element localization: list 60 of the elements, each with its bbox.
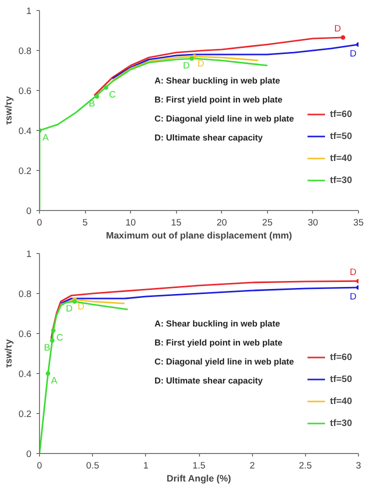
annotation: D [350,267,357,278]
annotation: B: First yield point in web plate [154,94,283,104]
annotation: D [350,292,357,302]
x-tick-label: 0 [36,460,42,470]
annotation: D: Ultimate shear capacity [154,376,263,386]
legend-label: tf=40 [330,153,352,163]
x-tick-label: 2.5 [298,460,312,470]
x-tick-label: 5 [82,218,88,228]
annotation: D [350,48,357,58]
legend-label: tf=60 [330,352,352,362]
annotation: A [51,376,58,386]
x-tick-label: 30 [308,218,318,228]
annotation: D [182,60,190,70]
y-tick-label: 1 [26,249,32,259]
annotation: A: Shear buckling in web plate [154,76,280,86]
annotation: A [42,132,50,142]
x-tick-label: 3 [356,460,362,470]
y-tick-label: 0.2 [18,166,32,176]
annotation: C: Diagonal yield line in web plate [154,114,294,124]
x-tick-label: 1.5 [192,460,206,470]
annotation: C [56,332,64,342]
legend-label: tf=30 [330,175,352,185]
annotation: C [109,90,116,100]
annotation: A: Shear buckling in web plate [154,318,280,328]
x-axis-title: Drift Angle (%) [166,474,232,484]
x-tick-label: 0 [36,218,42,228]
x-tick-label: 2 [250,460,255,470]
y-axis-title: τsw/τy [4,338,14,368]
y-tick-label: 0.8 [18,289,32,299]
x-tick-label: 0.5 [86,460,100,470]
legend-label: tf=30 [330,418,352,428]
y-tick-label: 0 [26,449,32,459]
y-tick-label: 0.4 [18,369,32,379]
x-axis-title: Maximum out of plane displacement (mm) [106,230,292,240]
annotation: B [44,342,50,352]
annotation: C: Diagonal yield line in web plate [154,356,294,366]
y-axis-title: τsw/τy [4,95,14,125]
annotation: D [197,58,204,68]
y-tick-label: 0.2 [18,409,32,419]
y-tick-label: 0.6 [18,329,32,339]
legend-label: tf=50 [330,131,352,141]
x-tick-label: 1 [143,460,148,470]
y-tick-label: 0.6 [18,86,32,96]
y-tick-label: 0.8 [18,46,32,56]
annotation: B: First yield point in web plate [154,338,283,348]
y-tick-label: 1 [26,6,32,16]
annotation: D [66,304,73,314]
x-tick-label: 20 [216,218,227,228]
annotation: D: Ultimate shear capacity [154,132,263,142]
x-tick-label: 10 [125,218,136,228]
annotation: D [78,302,85,312]
x-tick-label: 35 [353,218,364,228]
x-tick-label: 15 [171,218,182,228]
legend-label: tf=50 [330,374,352,384]
y-tick-label: 0.4 [18,126,32,136]
legend-label: tf=60 [330,109,352,119]
annotation: D [334,24,342,34]
x-tick-label: 25 [262,218,273,228]
y-tick-label: 0 [26,206,32,216]
legend-label: tf=40 [330,396,352,406]
